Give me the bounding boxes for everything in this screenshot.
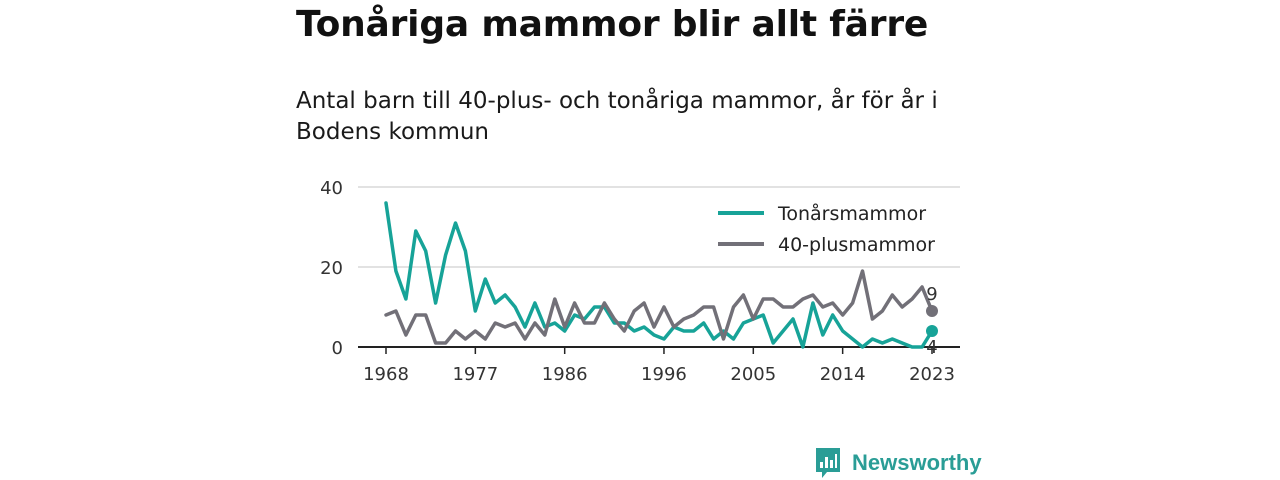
y-tick-label: 0 [332, 338, 343, 359]
newsworthy-logo-icon [816, 448, 840, 478]
series-line-40-plusmammor [384, 269, 934, 345]
series-line-tonarsmammor [384, 201, 934, 349]
x-tick-label: 2014 [820, 364, 866, 385]
series-lines: 49 [384, 201, 938, 358]
x-tick-label: 1996 [641, 364, 687, 385]
grid-lines [358, 186, 960, 348]
legend-label: 40-plusmammor [778, 234, 935, 256]
x-tick-label: 2005 [730, 364, 776, 385]
end-value-label: 4 [926, 337, 937, 358]
newsworthy-brand: Newsworthy [814, 446, 982, 480]
brand-name: Newsworthy [852, 450, 982, 475]
end-point-marker [926, 305, 938, 317]
x-tick-label: 2023 [909, 364, 955, 385]
end-point-marker [926, 325, 938, 337]
y-tick-label: 40 [320, 178, 343, 199]
x-axis-ticks: 1968 1977 1986 1996 2005 2014 2023 [363, 347, 955, 385]
y-axis-ticks: 0 20 40 [320, 178, 343, 359]
legend-label: Tonårsmammor [777, 202, 926, 225]
end-value-label: 9 [926, 284, 937, 305]
x-tick-label: 1968 [363, 364, 409, 385]
chart-title: Tonåriga mammor blir allt färre [296, 4, 929, 45]
y-tick-label: 20 [320, 258, 343, 279]
chart-subtitle: Antal barn till 40-plus- och tonåriga ma… [296, 88, 938, 145]
legend: Tonårsmammor 40-plusmammor [718, 202, 935, 256]
x-tick-label: 1977 [452, 364, 498, 385]
x-tick-label: 1986 [542, 364, 588, 385]
